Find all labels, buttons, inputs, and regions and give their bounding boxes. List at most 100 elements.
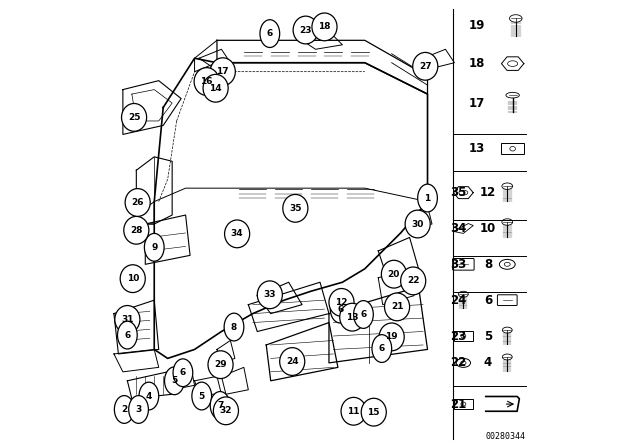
Ellipse shape — [354, 301, 373, 328]
Text: 11: 11 — [348, 407, 360, 416]
Ellipse shape — [173, 359, 193, 387]
Ellipse shape — [361, 398, 387, 426]
Text: 35: 35 — [450, 186, 466, 199]
Ellipse shape — [129, 396, 148, 423]
Ellipse shape — [210, 392, 230, 419]
Text: 28: 28 — [130, 226, 143, 235]
Ellipse shape — [418, 184, 437, 212]
Text: 29: 29 — [214, 360, 227, 369]
Text: 6: 6 — [337, 305, 343, 314]
Text: 22: 22 — [407, 276, 419, 285]
Text: 8: 8 — [484, 258, 492, 271]
Text: 9: 9 — [151, 243, 157, 252]
Text: 31: 31 — [121, 315, 134, 324]
Ellipse shape — [164, 367, 184, 395]
Text: 26: 26 — [131, 198, 144, 207]
Text: 1: 1 — [424, 194, 431, 202]
Text: 17: 17 — [216, 67, 229, 76]
Text: 6: 6 — [124, 331, 131, 340]
Text: 13: 13 — [468, 142, 485, 155]
Text: 12: 12 — [335, 298, 348, 307]
Ellipse shape — [257, 281, 282, 309]
Ellipse shape — [139, 382, 159, 410]
Ellipse shape — [405, 210, 430, 238]
Ellipse shape — [379, 323, 404, 351]
Text: 6: 6 — [267, 29, 273, 38]
Text: 5: 5 — [198, 392, 205, 401]
Ellipse shape — [124, 216, 149, 244]
Ellipse shape — [125, 189, 150, 216]
Ellipse shape — [260, 20, 280, 47]
Ellipse shape — [118, 321, 137, 349]
Text: 19: 19 — [468, 19, 485, 33]
Ellipse shape — [115, 396, 134, 423]
Text: 33: 33 — [264, 290, 276, 299]
Bar — [502, 143, 524, 154]
Text: 6: 6 — [379, 344, 385, 353]
Text: 32: 32 — [220, 406, 232, 415]
Text: 17: 17 — [468, 96, 485, 110]
Text: 15: 15 — [367, 408, 380, 417]
Text: 6: 6 — [180, 368, 186, 377]
Text: 00280344: 00280344 — [485, 432, 525, 441]
Text: 33: 33 — [450, 258, 466, 271]
Ellipse shape — [224, 313, 244, 341]
Ellipse shape — [120, 265, 145, 293]
Ellipse shape — [413, 52, 438, 80]
Text: 16: 16 — [200, 77, 213, 86]
Text: 8: 8 — [231, 323, 237, 332]
Ellipse shape — [145, 233, 164, 261]
Text: 21: 21 — [450, 397, 466, 411]
Text: 35: 35 — [289, 204, 301, 213]
Bar — [454, 331, 473, 341]
Text: 14: 14 — [209, 84, 222, 93]
Ellipse shape — [194, 68, 220, 95]
Text: 34: 34 — [231, 229, 243, 238]
Text: 7: 7 — [217, 401, 223, 410]
Text: 22: 22 — [450, 356, 466, 370]
Text: 10: 10 — [127, 274, 139, 283]
Text: 4: 4 — [146, 392, 152, 401]
Ellipse shape — [210, 58, 236, 86]
Ellipse shape — [192, 382, 212, 410]
Ellipse shape — [122, 103, 147, 131]
Ellipse shape — [283, 194, 308, 222]
Ellipse shape — [213, 397, 239, 425]
Ellipse shape — [225, 220, 250, 248]
Text: 10: 10 — [480, 222, 496, 235]
Ellipse shape — [293, 16, 318, 44]
Ellipse shape — [330, 295, 350, 323]
Ellipse shape — [203, 74, 228, 102]
Text: 18: 18 — [318, 22, 331, 31]
Text: 27: 27 — [419, 62, 431, 71]
Text: 4: 4 — [484, 356, 492, 370]
Text: 12: 12 — [480, 186, 496, 199]
Ellipse shape — [329, 289, 354, 316]
Text: 23: 23 — [300, 26, 312, 34]
Ellipse shape — [208, 351, 233, 379]
Ellipse shape — [381, 260, 406, 288]
Text: 24: 24 — [286, 357, 298, 366]
Text: 20: 20 — [388, 270, 400, 279]
Ellipse shape — [340, 303, 365, 331]
Text: 13: 13 — [346, 313, 358, 322]
Text: 18: 18 — [468, 57, 485, 70]
Ellipse shape — [312, 13, 337, 41]
Ellipse shape — [372, 335, 392, 362]
Bar — [454, 399, 473, 409]
Text: 23: 23 — [450, 329, 466, 343]
Ellipse shape — [280, 348, 305, 375]
Text: 5: 5 — [172, 376, 177, 385]
Text: 6: 6 — [484, 293, 492, 307]
Ellipse shape — [341, 397, 366, 425]
Ellipse shape — [385, 293, 410, 321]
Text: 6: 6 — [360, 310, 367, 319]
Text: 19: 19 — [385, 332, 398, 341]
Text: 24: 24 — [450, 293, 466, 307]
Ellipse shape — [401, 267, 426, 295]
Text: 30: 30 — [412, 220, 424, 228]
Text: 25: 25 — [128, 113, 140, 122]
Text: 21: 21 — [391, 302, 403, 311]
Text: 2: 2 — [121, 405, 127, 414]
Text: 3: 3 — [136, 405, 141, 414]
